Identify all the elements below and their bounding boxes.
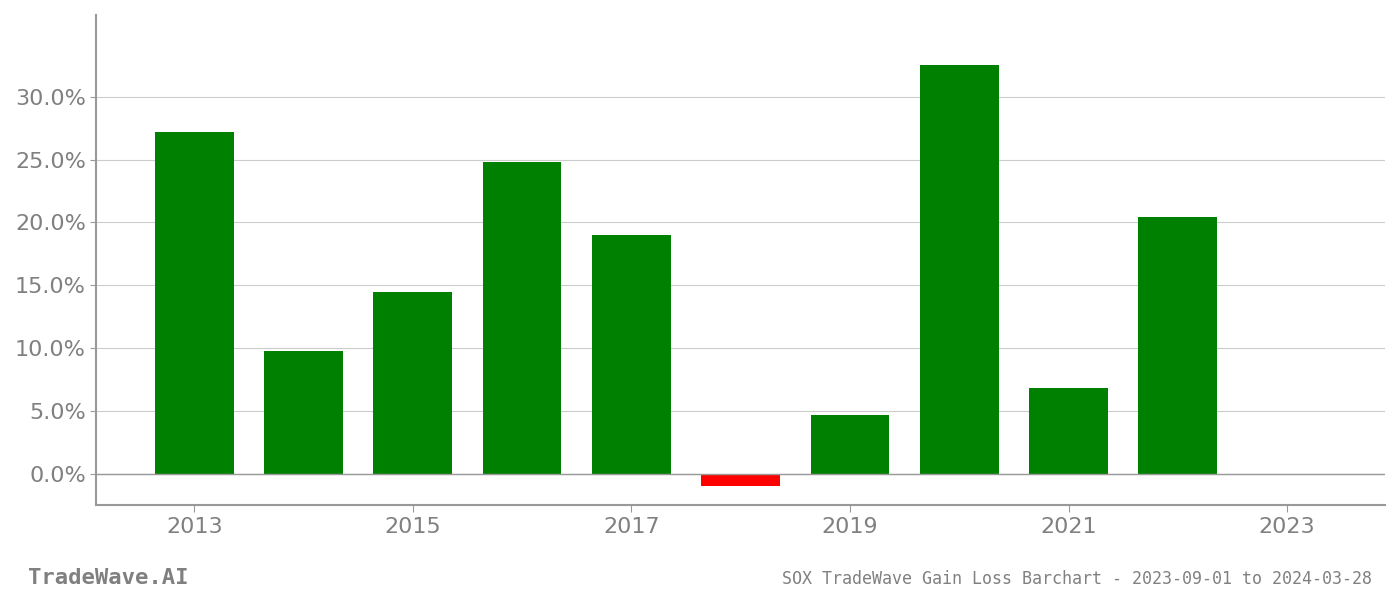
Bar: [1029, 388, 1107, 474]
Bar: [1138, 217, 1217, 474]
Text: SOX TradeWave Gain Loss Barchart - 2023-09-01 to 2024-03-28: SOX TradeWave Gain Loss Barchart - 2023-…: [783, 570, 1372, 588]
Bar: [374, 292, 452, 474]
Bar: [592, 235, 671, 474]
Bar: [811, 415, 889, 474]
Bar: [483, 162, 561, 474]
Bar: [155, 132, 234, 474]
Bar: [920, 65, 998, 474]
Bar: [265, 350, 343, 474]
Bar: [701, 474, 780, 487]
Text: TradeWave.AI: TradeWave.AI: [28, 568, 189, 588]
